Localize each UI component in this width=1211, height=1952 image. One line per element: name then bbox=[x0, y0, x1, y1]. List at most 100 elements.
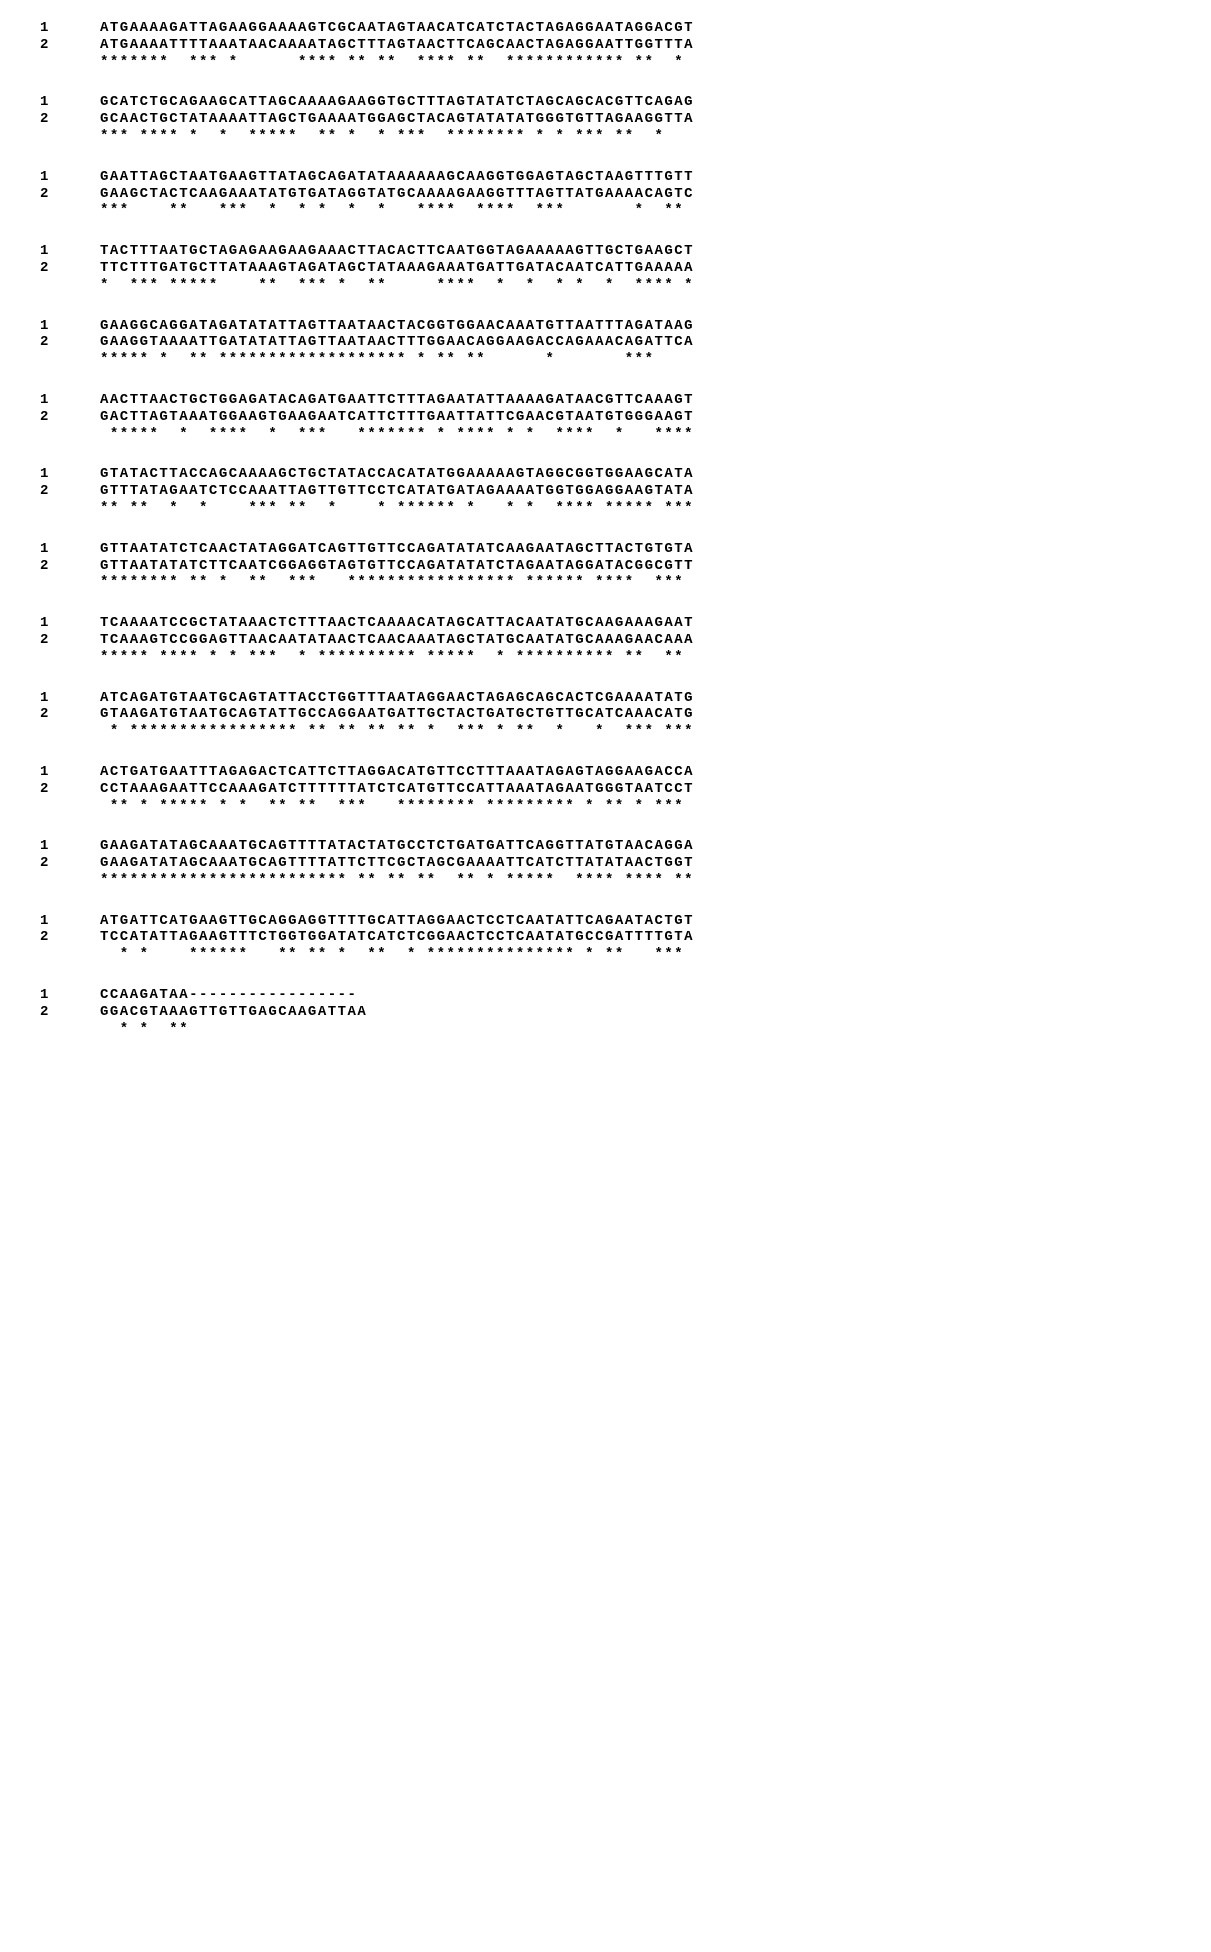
alignment-block: 1ATCAGATGTAATGCAGTATTACCTGGTTTAATAGGAACT… bbox=[40, 690, 1171, 740]
alignment-block: 1GCATCTGCAGAAGCATTAGCAAAAGAAGGTGCTTTAGTA… bbox=[40, 94, 1171, 144]
sequence-label: 2 bbox=[40, 111, 100, 128]
consensus-label bbox=[40, 277, 100, 294]
consensus-label bbox=[40, 426, 100, 443]
sequence-row: 2TTCTTTGATGCTTATAAAGTAGATAGCTATAAAGAAATG… bbox=[40, 260, 1171, 277]
sequence-content: ATGAAAATTTTAAATAACAAAATAGCTTTAGTAACTTCAG… bbox=[100, 37, 694, 54]
consensus-row: *** ** *** * * * * * **** **** *** * ** bbox=[40, 202, 1171, 219]
sequence-label: 2 bbox=[40, 186, 100, 203]
sequence-row: 2TCAAAGTCCGGAGTTAACAATATAACTCAACAAATAGCT… bbox=[40, 632, 1171, 649]
alignment-block: 1GAATTAGCTAATGAAGTTATAGCAGATATAAAAAAGCAA… bbox=[40, 169, 1171, 219]
sequence-row: 2GACTTAGTAAATGGAAGTGAAGAATCATTCTTTGAATTA… bbox=[40, 409, 1171, 426]
sequence-content: ACTGATGAATTTAGAGACTCATTCTTAGGACATGTTCCTT… bbox=[100, 764, 694, 781]
consensus-content: ***** * **** * *** ******* * **** * * **… bbox=[100, 426, 694, 443]
consensus-content: * * ****** ** ** * ** * *************** … bbox=[100, 946, 684, 963]
sequence-row: 1GCATCTGCAGAAGCATTAGCAAAAGAAGGTGCTTTAGTA… bbox=[40, 94, 1171, 111]
sequence-label: 2 bbox=[40, 929, 100, 946]
sequence-label: 2 bbox=[40, 781, 100, 798]
consensus-row: * * ****** ** ** * ** * *************** … bbox=[40, 946, 1171, 963]
sequence-row: 1ATGATTCATGAAGTTGCAGGAGGTTTTGCATTAGGAACT… bbox=[40, 913, 1171, 930]
sequence-label: 1 bbox=[40, 615, 100, 632]
consensus-label bbox=[40, 1021, 100, 1038]
alignment-block: 1AACTTAACTGCTGGAGATACAGATGAATTCTTTAGAATA… bbox=[40, 392, 1171, 442]
alignment-block: 1ATGAAAAGATTAGAAGGAAAAGTCGCAATAGTAACATCA… bbox=[40, 20, 1171, 70]
sequence-row: 1GTTAATATCTCAACTATAGGATCAGTTGTTCCAGATATA… bbox=[40, 541, 1171, 558]
sequence-content: GAAGGTAAAATTGATATATTAGTTAATAACTTTGGAACAG… bbox=[100, 334, 694, 351]
consensus-row: ***** **** * * *** * ********** ***** * … bbox=[40, 649, 1171, 666]
consensus-row: * * ** bbox=[40, 1021, 1171, 1038]
sequence-content: TCAAAGTCCGGAGTTAACAATATAACTCAACAAATAGCTA… bbox=[100, 632, 694, 649]
consensus-content: ************************* ** ** ** ** * … bbox=[100, 872, 694, 889]
sequence-label: 1 bbox=[40, 690, 100, 707]
sequence-row: 1GAAGGCAGGATAGATATATTAGTTAATAACTACGGTGGA… bbox=[40, 318, 1171, 335]
sequence-row: 1AACTTAACTGCTGGAGATACAGATGAATTCTTTAGAATA… bbox=[40, 392, 1171, 409]
sequence-content: GAAGATATAGCAAATGCAGTTTTATTCTTCGCTAGCGAAA… bbox=[100, 855, 694, 872]
sequence-content: GTATACTTACCAGCAAAAGCTGCTATACCACATATGGAAA… bbox=[100, 466, 694, 483]
consensus-row: * ***************** ** ** ** ** * *** * … bbox=[40, 723, 1171, 740]
sequence-row: 1ATGAAAAGATTAGAAGGAAAAGTCGCAATAGTAACATCA… bbox=[40, 20, 1171, 37]
sequence-label: 1 bbox=[40, 318, 100, 335]
sequence-row: 2GAAGATATAGCAAATGCAGTTTTATTCTTCGCTAGCGAA… bbox=[40, 855, 1171, 872]
sequence-label: 1 bbox=[40, 392, 100, 409]
alignment-block: 1GAAGGCAGGATAGATATATTAGTTAATAACTACGGTGGA… bbox=[40, 318, 1171, 368]
consensus-row: ** * ***** * * ** ** *** ******** ******… bbox=[40, 798, 1171, 815]
sequence-label: 2 bbox=[40, 632, 100, 649]
sequence-row: 2TCCATATTAGAAGTTTCTGGTGGATATCATCTCGGAACT… bbox=[40, 929, 1171, 946]
sequence-row: 1GAAGATATAGCAAATGCAGTTTTATACTATGCCTCTGAT… bbox=[40, 838, 1171, 855]
alignment-block: 1GTATACTTACCAGCAAAAGCTGCTATACCACATATGGAA… bbox=[40, 466, 1171, 516]
sequence-row: 2GGACGTAAAGTTGTTGAGCAAGATTAA bbox=[40, 1004, 1171, 1021]
consensus-label bbox=[40, 872, 100, 889]
consensus-content: *** ** *** * * * * * **** **** *** * ** bbox=[100, 202, 694, 219]
consensus-label bbox=[40, 128, 100, 145]
sequence-row: 1GTATACTTACCAGCAAAAGCTGCTATACCACATATGGAA… bbox=[40, 466, 1171, 483]
consensus-row: ******** ** * ** *** ***************** *… bbox=[40, 574, 1171, 591]
sequence-content: GTTTATAGAATCTCCAAATTAGTTGTTCCTCATATGATAG… bbox=[100, 483, 694, 500]
consensus-content: ** ** * * *** ** * * ****** * * * **** *… bbox=[100, 500, 694, 517]
sequence-row: 1TCAAAATCCGCTATAAACTCTTTAACTCAAAACATAGCA… bbox=[40, 615, 1171, 632]
sequence-content: ATGAAAAGATTAGAAGGAAAAGTCGCAATAGTAACATCAT… bbox=[100, 20, 694, 37]
sequence-row: 2GAAGGTAAAATTGATATATTAGTTAATAACTTTGGAACA… bbox=[40, 334, 1171, 351]
consensus-label bbox=[40, 202, 100, 219]
sequence-label: 1 bbox=[40, 466, 100, 483]
sequence-label: 1 bbox=[40, 838, 100, 855]
sequence-label: 2 bbox=[40, 409, 100, 426]
consensus-label bbox=[40, 500, 100, 517]
sequence-label: 1 bbox=[40, 913, 100, 930]
sequence-label: 2 bbox=[40, 558, 100, 575]
consensus-row: ******* *** * **** ** ** **** ** *******… bbox=[40, 54, 1171, 71]
sequence-content: GCATCTGCAGAAGCATTAGCAAAAGAAGGTGCTTTAGTAT… bbox=[100, 94, 694, 111]
consensus-content: ** * ***** * * ** ** *** ******** ******… bbox=[100, 798, 694, 815]
sequence-content: TCCATATTAGAAGTTTCTGGTGGATATCATCTCGGAACTC… bbox=[100, 929, 694, 946]
sequence-content: ATGATTCATGAAGTTGCAGGAGGTTTTGCATTAGGAACTC… bbox=[100, 913, 694, 930]
sequence-row: 2GTTAATATATCTTCAATCGGAGGTAGTGTTCCAGATATA… bbox=[40, 558, 1171, 575]
sequence-content: GAAGATATAGCAAATGCAGTTTTATACTATGCCTCTGATG… bbox=[100, 838, 694, 855]
sequence-content: TTCTTTGATGCTTATAAAGTAGATAGCTATAAAGAAATGA… bbox=[100, 260, 694, 277]
alignment-block: 1TACTTTAATGCTAGAGAAGAAGAAACTTACACTTCAATG… bbox=[40, 243, 1171, 293]
consensus-label bbox=[40, 649, 100, 666]
sequence-label: 2 bbox=[40, 483, 100, 500]
sequence-row: 2CCTAAAGAATTCCAAAGATCTTTTTTATCTCATGTTCCA… bbox=[40, 781, 1171, 798]
sequence-content: GAAGGCAGGATAGATATATTAGTTAATAACTACGGTGGAA… bbox=[100, 318, 694, 335]
sequence-content: GAATTAGCTAATGAAGTTATAGCAGATATAAAAAAGCAAG… bbox=[100, 169, 694, 186]
sequence-content: GACTTAGTAAATGGAAGTGAAGAATCATTCTTTGAATTAT… bbox=[100, 409, 694, 426]
sequence-row: 1TACTTTAATGCTAGAGAAGAAGAAACTTACACTTCAATG… bbox=[40, 243, 1171, 260]
sequence-label: 2 bbox=[40, 334, 100, 351]
sequence-label: 1 bbox=[40, 94, 100, 111]
sequence-content: AACTTAACTGCTGGAGATACAGATGAATTCTTTAGAATAT… bbox=[100, 392, 694, 409]
sequence-label: 1 bbox=[40, 987, 100, 1004]
consensus-label bbox=[40, 798, 100, 815]
sequence-row: 1ACTGATGAATTTAGAGACTCATTCTTAGGACATGTTCCT… bbox=[40, 764, 1171, 781]
alignment-block: 1GTTAATATCTCAACTATAGGATCAGTTGTTCCAGATATA… bbox=[40, 541, 1171, 591]
sequence-label: 1 bbox=[40, 243, 100, 260]
consensus-row: ***** * **** * *** ******* * **** * * **… bbox=[40, 426, 1171, 443]
alignment-block: 1TCAAAATCCGCTATAAACTCTTTAACTCAAAACATAGCA… bbox=[40, 615, 1171, 665]
sequence-label: 2 bbox=[40, 1004, 100, 1021]
consensus-content: * ***************** ** ** ** ** * *** * … bbox=[100, 723, 694, 740]
sequence-row: 1ATCAGATGTAATGCAGTATTACCTGGTTTAATAGGAACT… bbox=[40, 690, 1171, 707]
consensus-content: *** **** * * ***** ** * * *** ******** *… bbox=[100, 128, 694, 145]
alignment-block: 1ACTGATGAATTTAGAGACTCATTCTTAGGACATGTTCCT… bbox=[40, 764, 1171, 814]
sequence-label: 1 bbox=[40, 541, 100, 558]
sequence-content: ATCAGATGTAATGCAGTATTACCTGGTTTAATAGGAACTA… bbox=[100, 690, 694, 707]
sequence-content: CCTAAAGAATTCCAAAGATCTTTTTTATCTCATGTTCCAT… bbox=[100, 781, 694, 798]
consensus-content: * * ** bbox=[100, 1021, 367, 1038]
consensus-content: ******* *** * **** ** ** **** ** *******… bbox=[100, 54, 694, 71]
